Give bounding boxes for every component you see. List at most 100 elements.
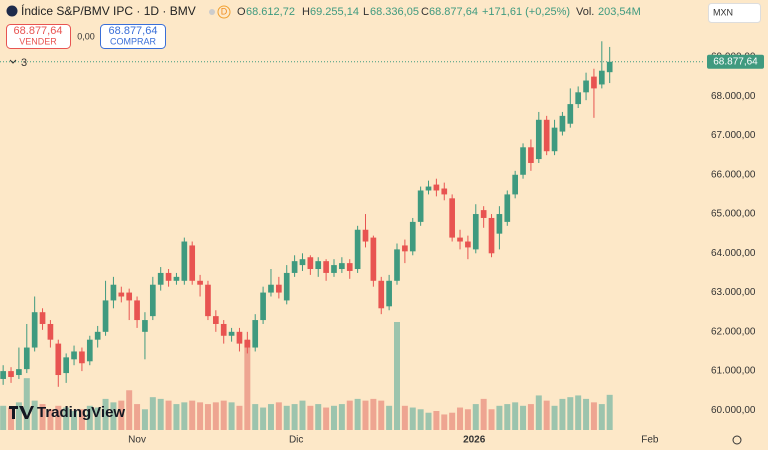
volume-bar: [252, 404, 259, 430]
candle-body: [47, 323, 54, 340]
volume-bar: [457, 407, 464, 430]
candle-body: [149, 284, 156, 317]
sell-price: 68.877,64: [14, 25, 63, 37]
overlay: Índice S&P/BMV IPC · 1D · BMV D O 68.612…: [6, 3, 764, 445]
volume-bar: [488, 409, 495, 430]
volume-bar: [197, 402, 204, 430]
volume-bar: [543, 400, 550, 430]
volume-bar: [512, 402, 519, 430]
candle-body: [16, 369, 22, 376]
candle-body: [244, 339, 251, 348]
volume-bar: [71, 410, 78, 430]
eye-icon[interactable]: [209, 9, 215, 15]
candle-body: [276, 284, 282, 293]
volume-bar: [370, 398, 377, 430]
y-tick-label: 67.000,00: [711, 130, 756, 141]
legend-value: 68.612,72: [246, 6, 295, 18]
volume-bar: [338, 404, 345, 430]
volume-bar: [86, 405, 93, 430]
sell-button[interactable]: [6, 24, 71, 49]
candle-body: [134, 300, 140, 321]
volume-bar: [496, 405, 503, 430]
candle-body: [496, 214, 503, 234]
volume-bar: [441, 414, 448, 430]
logo: TradingView: [37, 404, 125, 421]
candle-body: [39, 312, 46, 324]
volume-bar: [220, 400, 227, 430]
volume-bar: [31, 400, 38, 430]
candle-body: [465, 241, 471, 248]
candle-body: [110, 284, 117, 301]
candle-body: [291, 261, 298, 273]
candle-body: [433, 184, 440, 191]
candle-body: [543, 119, 550, 152]
y-tick-label: 68.000,00: [711, 91, 756, 102]
legend-label: L: [363, 6, 369, 18]
buy-label: COMPRAR: [110, 36, 157, 46]
candle-body: [220, 323, 227, 336]
collapse-icon[interactable]: [9, 59, 17, 64]
volume-bar: [480, 398, 487, 430]
y-tick-label: 64.000,00: [711, 248, 756, 259]
currency-box[interactable]: [708, 3, 761, 23]
candle-body: [362, 229, 369, 242]
candle-body: [212, 316, 219, 324]
candle-body: [378, 280, 385, 309]
y-tick-label: 66.000,00: [711, 169, 756, 180]
logo-mark: [9, 406, 34, 419]
volume-bar: [267, 404, 274, 430]
volume-bar: [102, 398, 109, 430]
volume-bar: [575, 395, 582, 430]
volume-bar: [165, 400, 172, 430]
volume-bar: [386, 405, 393, 430]
volume-bar: [118, 400, 125, 430]
price-tag: [707, 54, 764, 69]
candle-body: [425, 186, 432, 191]
volume-bar: [0, 405, 7, 430]
y-tick-label: 63.000,00: [711, 287, 756, 298]
volume-bar: [204, 404, 211, 430]
legend-change: +171,61 (+0,25%): [482, 6, 570, 18]
candle-body: [449, 198, 455, 238]
candle-body: [0, 371, 6, 379]
volume-bar: [181, 402, 188, 430]
candle-body: [205, 284, 211, 317]
volume-bar: [464, 409, 471, 430]
candle-body: [189, 245, 196, 281]
y-tick-label: 60.000,00: [711, 405, 756, 416]
volume-bar: [110, 402, 117, 430]
legend-value: 68.877,64: [429, 6, 478, 18]
legend-value: 68.336,05: [370, 6, 419, 18]
indicators-count: 3: [21, 57, 27, 69]
candle-body: [339, 263, 345, 270]
volume-bar: [378, 400, 385, 430]
volume-bar: [47, 409, 54, 430]
candle-body: [598, 70, 605, 85]
interval-badge-ring: [217, 5, 231, 19]
candle-body: [236, 331, 243, 344]
candle-body: [55, 343, 62, 376]
candle-body: [283, 272, 290, 301]
volume-bar: [157, 398, 164, 430]
candle-body: [575, 92, 582, 105]
volume-bar: [598, 404, 605, 430]
volume-bar: [244, 340, 251, 430]
volume-bar: [362, 400, 369, 430]
volume-bar: [425, 412, 432, 430]
y-tick-label: 61.000,00: [711, 366, 756, 377]
x-tick-label: Nov: [128, 435, 146, 446]
candle-body: [181, 241, 188, 281]
buy-button[interactable]: [100, 24, 166, 49]
candle-body: [307, 257, 314, 270]
volume-bar: [212, 402, 219, 430]
candle-body: [31, 312, 38, 348]
legend-label: C: [421, 6, 429, 18]
price-tag-label: 68.877,64: [713, 56, 758, 67]
candle-body: [520, 147, 526, 175]
candle-body: [346, 263, 353, 271]
candle-body: [504, 194, 511, 222]
volume-bar: [472, 404, 479, 430]
candle-body: [197, 280, 203, 285]
settings-icon[interactable]: [732, 435, 742, 445]
candle-body: [126, 292, 133, 301]
